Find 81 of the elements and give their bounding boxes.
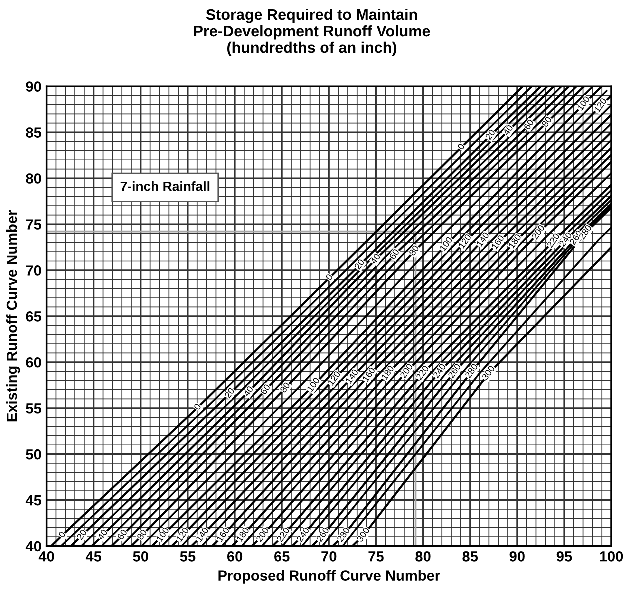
x-tick-label: 45 <box>86 552 102 562</box>
x-tick-label: 55 <box>180 552 196 562</box>
series-label: 40 <box>502 124 514 136</box>
text: 60 <box>389 248 400 260</box>
text: 220 <box>546 232 560 248</box>
text: 220 <box>416 365 430 381</box>
text: 160 <box>362 367 376 382</box>
series-label: 300 <box>356 527 370 542</box>
text: 40 <box>243 386 254 398</box>
series-label: 20 <box>224 388 235 399</box>
y-tick-label: 90 <box>26 82 42 92</box>
text: 20 <box>76 529 88 540</box>
text: 200 <box>400 363 414 379</box>
text: 20 <box>485 129 496 140</box>
x-tick-label: 65 <box>274 552 290 562</box>
x-axis-title: Proposed Runoff Curve Number <box>218 570 440 584</box>
series-label: 60 <box>524 119 534 130</box>
text: 100 <box>577 96 590 111</box>
text: 240 <box>559 232 572 248</box>
text: 240 <box>432 363 446 379</box>
x-tick-label: 50 <box>133 552 148 562</box>
text: 140 <box>346 368 359 384</box>
x-tick-label: 100 <box>600 552 624 562</box>
x-tick-label: 70 <box>322 552 337 562</box>
annotation: 7-inch Rainfall <box>120 182 210 192</box>
y-tick-label: 80 <box>26 174 42 184</box>
text: 0 <box>58 531 66 538</box>
text: 0 <box>194 403 202 411</box>
text: 140 <box>476 232 490 248</box>
text: 60 <box>260 384 271 396</box>
series-label: 280 <box>336 527 350 542</box>
text: 200 <box>532 224 546 240</box>
x-tick-label: 40 <box>38 552 54 562</box>
text: 80 <box>408 245 420 256</box>
text: 80 <box>280 382 291 394</box>
text: 160 <box>491 234 505 250</box>
text: 20 <box>354 258 365 270</box>
text: 260 <box>448 363 462 379</box>
y-tick-label: 50 <box>26 449 42 460</box>
text: 280 <box>464 363 478 379</box>
text: 100 <box>440 236 453 252</box>
text: 40 <box>370 253 381 265</box>
series-label: 160 <box>216 527 230 542</box>
text: 80 <box>136 529 148 540</box>
text: 120 <box>594 98 608 113</box>
y-tick-label: 55 <box>26 404 42 414</box>
x-tick-label: 95 <box>556 552 572 562</box>
series-label: 0 <box>326 274 334 281</box>
text: 60 <box>117 529 128 540</box>
y-tick-label: 60 <box>26 357 42 368</box>
text: 100 <box>307 377 320 392</box>
text: 40 <box>97 529 108 541</box>
text: 120 <box>458 234 472 249</box>
series-label: 200 <box>256 527 270 542</box>
y-tick-label: 40 <box>26 541 42 552</box>
text: 280 <box>578 224 592 240</box>
x-tick-label: 75 <box>368 552 384 562</box>
x-tick-label: 80 <box>416 552 431 562</box>
series-label: 220 <box>276 527 290 542</box>
series-label: 80 <box>542 116 552 128</box>
x-tick-label: 85 <box>462 552 478 562</box>
chart-title: Storage Required to Maintain Pre-Development Runoff Volume (hundredths of an inch) <box>194 8 430 56</box>
x-tick-label: 90 <box>510 552 525 562</box>
series-label: 180 <box>236 527 250 542</box>
series-label: 140 <box>196 527 210 542</box>
y-tick-label: 70 <box>26 266 42 276</box>
text: 300 <box>482 365 496 381</box>
y-tick-label: 85 <box>26 128 42 138</box>
text: 180 <box>381 365 395 380</box>
series-label: 240 <box>296 527 310 542</box>
y-tick-label: 45 <box>26 496 42 506</box>
text: 180 <box>508 234 522 249</box>
series-label: 100 <box>156 527 170 542</box>
y-tick-label: 65 <box>26 312 42 322</box>
text: 0 <box>457 143 466 150</box>
series-label: 120 <box>176 527 190 542</box>
y-axis-title: Existing Runoff Curve Number <box>6 210 20 422</box>
text: 120 <box>328 370 341 386</box>
x-tick-label: 60 <box>227 552 243 562</box>
series-label: 260 <box>316 527 330 542</box>
y-tick-label: 75 <box>26 220 42 230</box>
